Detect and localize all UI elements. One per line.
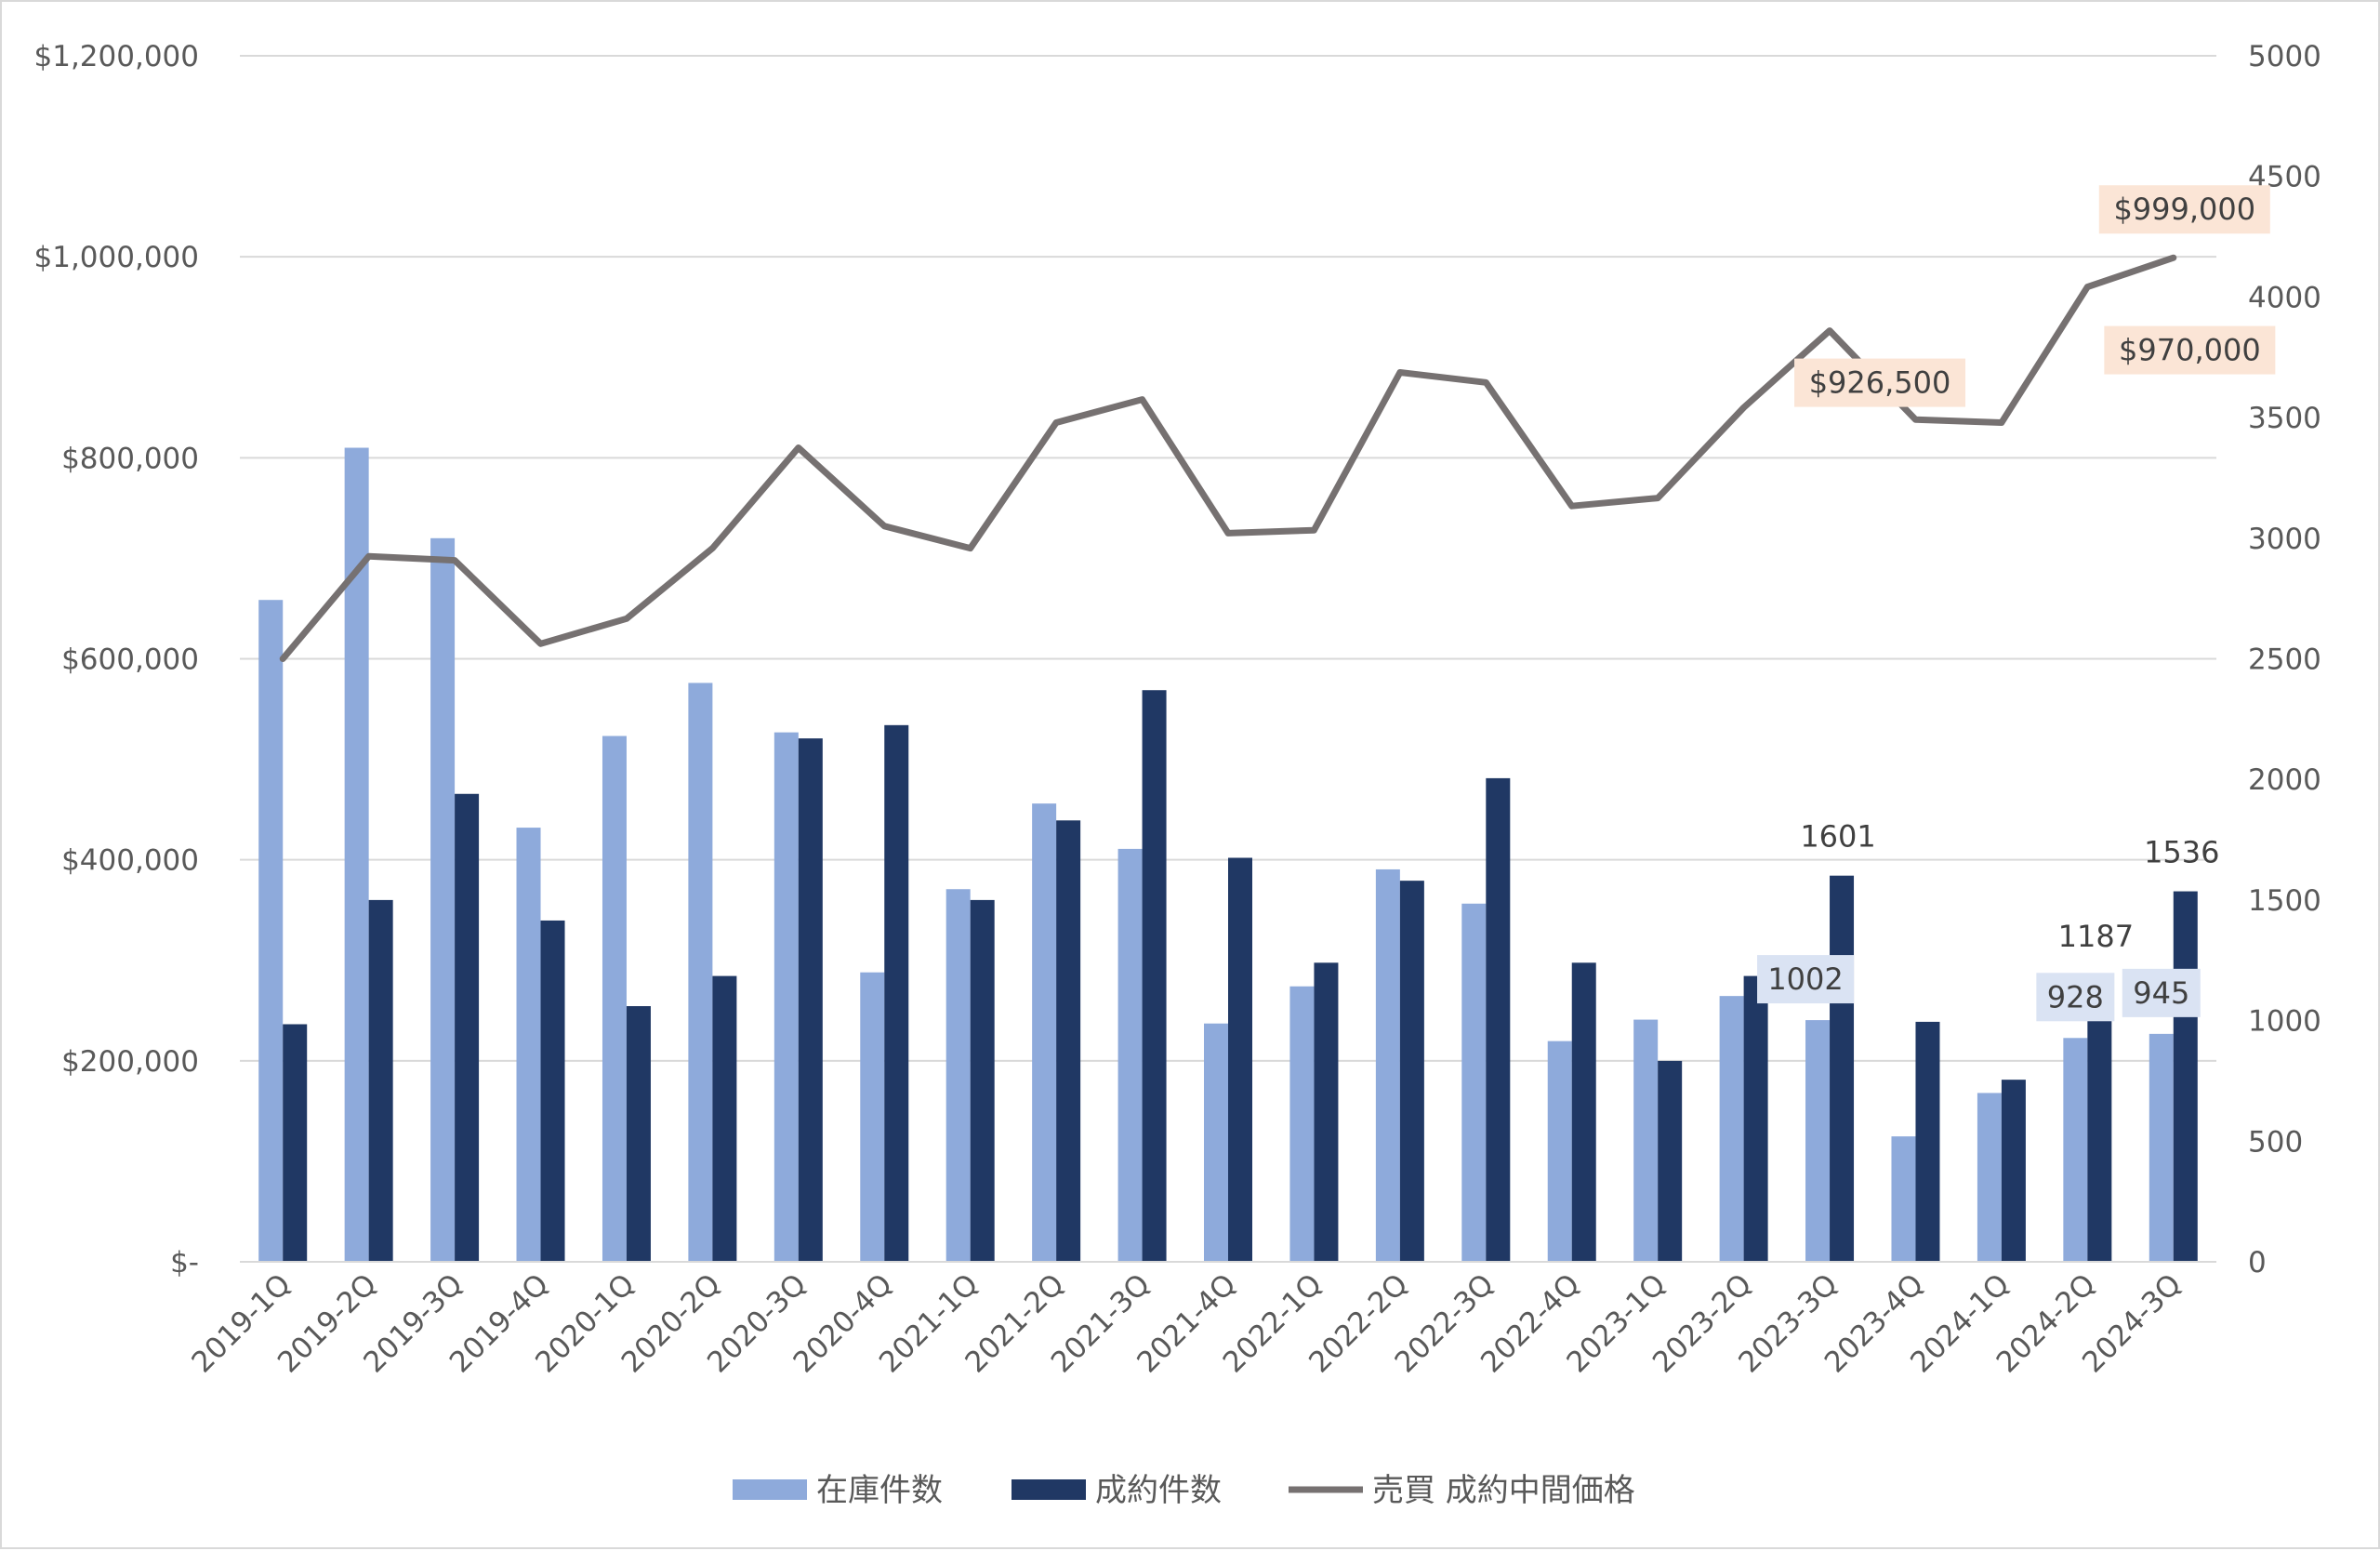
inventory-data-label: 1002 bbox=[1757, 955, 1854, 1003]
legend-label: 売買 成約中間価格 bbox=[1372, 1472, 1635, 1509]
left-axis: $- $200,000 $400,000 $600,000 $800,000 $1,000… bbox=[34, 40, 200, 1279]
sales-count-bar bbox=[1915, 1022, 1939, 1262]
sales-count-bar bbox=[369, 900, 393, 1262]
inventory-bar bbox=[1032, 803, 1056, 1262]
inventory-bar bbox=[1633, 1020, 1658, 1262]
legend-swatch bbox=[733, 1479, 807, 1500]
inventory-bar bbox=[1204, 1024, 1228, 1262]
right-axis-tick-label: 1000 bbox=[2248, 1005, 2321, 1039]
inventory-bar bbox=[2149, 1034, 2174, 1262]
inventory-bar bbox=[860, 973, 884, 1262]
sales-data-label: 1601 bbox=[1800, 819, 1875, 855]
right-axis-tick-label: 2000 bbox=[2248, 763, 2321, 797]
price-data-label-text: $999,000 bbox=[2113, 192, 2255, 227]
left-axis-tick-label: $1,000,000 bbox=[34, 241, 200, 274]
inventory-bar bbox=[430, 538, 455, 1262]
inventory-data-label-text: 928 bbox=[2047, 979, 2104, 1014]
inventory-bar bbox=[1118, 849, 1143, 1262]
left-axis-tick-label: $- bbox=[170, 1246, 199, 1279]
price-data-label: $926,500 bbox=[1794, 359, 1965, 407]
left-axis-tick-label: $800,000 bbox=[61, 442, 199, 475]
sales-count-bar bbox=[1744, 976, 1768, 1262]
left-axis-tick-label: $600,000 bbox=[61, 643, 199, 677]
inventory-bar bbox=[1289, 987, 1314, 1262]
sales-count-bar bbox=[1314, 962, 1338, 1262]
sales-count-bar bbox=[1228, 858, 1252, 1262]
sales-count-bar bbox=[1056, 820, 1080, 1262]
left-axis-tick-label: $1,200,000 bbox=[34, 40, 200, 73]
price-data-label-text: $926,500 bbox=[1809, 365, 1951, 401]
legend-item: 在庫件数 bbox=[733, 1472, 943, 1509]
sales-count-bar bbox=[1658, 1061, 1682, 1262]
inventory-bar bbox=[1376, 869, 1400, 1262]
right-axis-tick-label: 0 bbox=[2248, 1246, 2267, 1279]
sales-data-label-text: 1601 bbox=[1800, 819, 1875, 855]
inventory-bar bbox=[1891, 1136, 1915, 1262]
legend-item: 成約件数 bbox=[1012, 1472, 1222, 1509]
inventory-bar bbox=[1977, 1093, 2002, 1262]
inventory-bar bbox=[946, 889, 971, 1262]
inventory-data-label: 945 bbox=[2122, 969, 2201, 1017]
inventory-bar bbox=[2063, 1038, 2087, 1262]
sales-count-bar bbox=[971, 900, 995, 1262]
legend-swatch bbox=[1012, 1479, 1086, 1500]
sales-count-bar bbox=[1572, 962, 1596, 1262]
right-axis-tick-label: 2500 bbox=[2248, 643, 2321, 677]
sales-count-bar bbox=[884, 725, 908, 1262]
legend-item: 売買 成約中間価格 bbox=[1289, 1472, 1635, 1509]
inventory-data-label-text: 1002 bbox=[1767, 961, 1843, 997]
right-axis-tick-label: 3500 bbox=[2248, 402, 2321, 435]
sales-data-label: 1536 bbox=[2144, 835, 2219, 870]
right-axis-tick-label: 5000 bbox=[2248, 40, 2321, 73]
price-data-label-text: $970,000 bbox=[2119, 333, 2261, 368]
right-axis-tick-label: 4000 bbox=[2248, 281, 2321, 314]
x-axis: 2019-1Q2019-2Q2019-3Q2019-4Q2020-1Q2020-… bbox=[186, 1262, 2216, 1380]
left-axis-tick-label: $400,000 bbox=[61, 844, 199, 878]
inventory-bar bbox=[688, 683, 712, 1262]
inventory-bar bbox=[1805, 1020, 1830, 1262]
sales-count-bar bbox=[799, 738, 823, 1262]
sales-count-bar bbox=[541, 921, 565, 1262]
sales-data-label-text: 1187 bbox=[2058, 919, 2134, 954]
price-data-label: $999,000 bbox=[2099, 185, 2270, 233]
sales-data-label-text: 1536 bbox=[2144, 835, 2219, 870]
legend-label: 在庫件数 bbox=[816, 1472, 943, 1509]
inventory-bar bbox=[602, 736, 627, 1262]
sales-count-bar bbox=[2002, 1080, 2026, 1262]
inventory-bar bbox=[1461, 904, 1486, 1262]
sales-data-label: 1187 bbox=[2058, 919, 2134, 954]
inventory-data-label-text: 945 bbox=[2133, 975, 2189, 1011]
price-data-label: $970,000 bbox=[2104, 326, 2275, 375]
inventory-bar bbox=[258, 600, 283, 1262]
right-axis-tick-label: 3000 bbox=[2248, 523, 2321, 556]
left-axis-tick-label: $200,000 bbox=[61, 1045, 199, 1079]
inventory-data-label: 928 bbox=[2036, 973, 2114, 1021]
sales-count-bar bbox=[627, 1006, 651, 1262]
inventory-bar bbox=[774, 733, 799, 1262]
sales-count-bar bbox=[1400, 881, 1424, 1262]
sales-count-bar bbox=[1486, 778, 1510, 1262]
sales-count-bar bbox=[283, 1024, 307, 1262]
inventory-bar bbox=[1720, 996, 1744, 1262]
sales-count-bar bbox=[1143, 690, 1167, 1262]
sales-count-bar bbox=[455, 794, 479, 1262]
legend-label: 成約件数 bbox=[1095, 1472, 1222, 1509]
inventory-bar bbox=[517, 828, 541, 1262]
sales-count-bar bbox=[2174, 892, 2198, 1262]
sales-count-bar bbox=[1830, 876, 1854, 1262]
right-axis-tick-label: 1500 bbox=[2248, 884, 2321, 918]
bars bbox=[258, 448, 2198, 1262]
inventory-bar bbox=[1548, 1041, 1572, 1262]
right-axis-tick-label: 500 bbox=[2248, 1125, 2303, 1159]
sales-count-bar bbox=[712, 976, 736, 1262]
legend: 在庫件数 成約件数 売買 成約中間価格 bbox=[733, 1472, 1635, 1509]
